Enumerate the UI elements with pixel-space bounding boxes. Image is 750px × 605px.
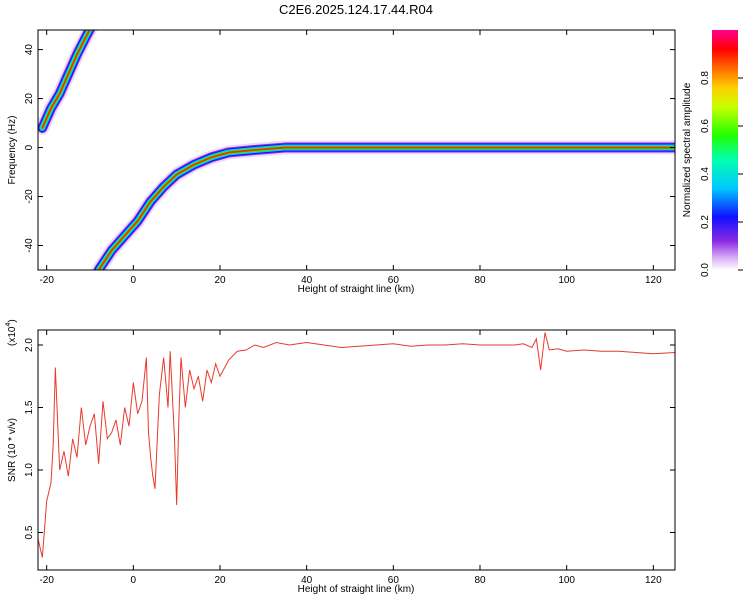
x-tick-label: 0 — [131, 275, 137, 286]
snr-x-axis: -20 0 20 40 60 80 100 120 — [39, 330, 662, 586]
spectrogram-panel: -20 0 20 40 60 80 100 120 -40 -20 0 20 40 Height of… — [7, 29, 676, 295]
colorbar-ticks: 0.0 0.2 0.4 0.6 0.8 — [700, 71, 743, 277]
x-tick-label: -20 — [39, 275, 54, 286]
y-tick-label: 1.5 — [24, 400, 35, 414]
snr-plot-area — [38, 330, 675, 570]
snr-y-axis: 0.5 1.0 1.5 2.0 — [24, 338, 675, 539]
spectral-trace-0-layer-5 — [41, 30, 91, 129]
spectrogram-y-label: Frequency (Hz) — [7, 116, 18, 185]
x-tick-label: -20 — [39, 575, 54, 586]
x-tick-label: 40 — [301, 275, 313, 286]
y-tick-label: 0.5 — [24, 525, 35, 539]
spectrogram-x-label: Height of straight line (km) — [298, 284, 415, 295]
y-tick-label: 2.0 — [24, 338, 35, 352]
snr-x-label: Height of straight line (km) — [298, 584, 415, 595]
snr-scale-text: (x104) — [5, 319, 18, 346]
x-tick-label: 80 — [474, 275, 486, 286]
y-tick-label: 1.0 — [24, 463, 35, 477]
spectrogram-traces — [38, 30, 675, 270]
snr-scale-exponent: 4 — [5, 323, 12, 327]
x-tick-label: 60 — [388, 275, 400, 286]
colorbar: 0.0 0.2 0.4 0.6 0.8 Normalized spectral ampl… — [682, 30, 743, 277]
x-tick-label: 80 — [474, 575, 486, 586]
figure-title: C2E6.2025.124.17.44.R04 — [279, 2, 433, 17]
snr-scale-suffix: ) — [7, 319, 18, 322]
y-tick-label: 0 — [24, 144, 35, 150]
colorbar-tick-label: 0.0 — [700, 263, 711, 277]
snr-frame — [37, 329, 676, 571]
x-tick-label: 120 — [645, 275, 662, 286]
x-tick-label: 20 — [214, 275, 226, 286]
spectrogram-frame — [37, 29, 676, 271]
x-tick-label: 100 — [558, 275, 575, 286]
colorbar-tick-label: 0.6 — [700, 119, 711, 133]
x-tick-label: 60 — [388, 575, 400, 586]
colorbar-tick-label: 0.8 — [700, 71, 711, 85]
y-tick-label: 40 — [24, 44, 35, 56]
snr-scale-prefix: (x10 — [7, 326, 18, 346]
colorbar-gradient — [712, 30, 738, 270]
snr-scale-note: (x104) — [5, 319, 18, 346]
x-tick-label: 20 — [214, 575, 226, 586]
x-tick-label: 0 — [131, 575, 137, 586]
x-tick-label: 100 — [558, 575, 575, 586]
y-tick-label: 20 — [24, 93, 35, 105]
snr-panel: -20 0 20 40 60 80 100 120 0.5 1.0 1.5 2.0 Height o… — [5, 319, 676, 595]
x-tick-label: 40 — [301, 575, 313, 586]
snr-y-label: SNR (10 * v/v) — [7, 418, 18, 482]
colorbar-tick-label: 0.2 — [700, 215, 711, 229]
colorbar-tick-label: 0.4 — [700, 167, 711, 181]
x-tick-label: 120 — [645, 575, 662, 586]
spectrogram-y-axis: -40 -20 0 20 40 — [24, 44, 675, 253]
spectral-trace-1-layer-5 — [97, 146, 675, 270]
colorbar-label: Normalized spectral amplitude — [682, 82, 693, 217]
spectrogram-x-axis: -20 0 20 40 60 80 100 120 — [39, 30, 662, 286]
y-tick-label: -40 — [24, 238, 35, 253]
y-tick-label: -20 — [24, 189, 35, 204]
snr-series-line — [38, 332, 675, 558]
